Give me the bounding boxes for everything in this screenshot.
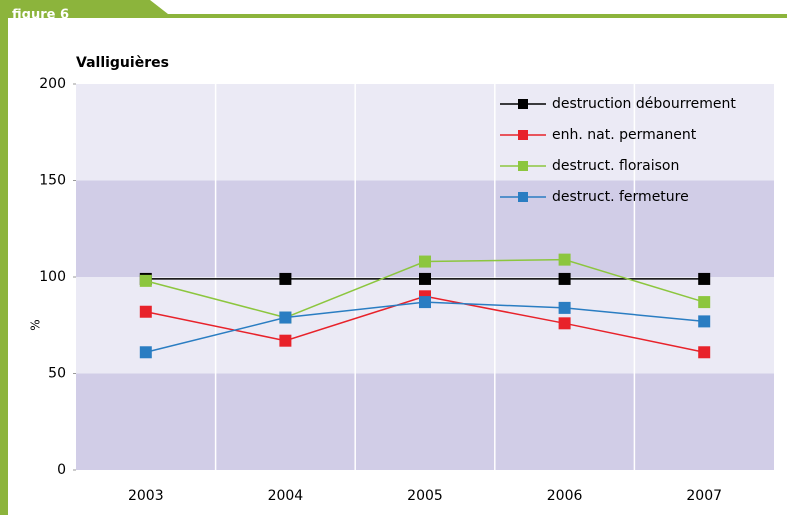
point — [419, 296, 431, 309]
x-tick-label: 2005 — [407, 488, 443, 504]
point — [279, 311, 292, 324]
point — [698, 315, 711, 328]
point — [139, 346, 152, 359]
y-tick-label: 0 — [57, 462, 66, 478]
point — [698, 272, 711, 285]
legend-marker — [518, 161, 528, 171]
y-tick-label: 200 — [39, 76, 66, 92]
y-tick-label: 150 — [39, 173, 66, 189]
legend-label: enh. nat. permanent — [552, 127, 697, 143]
chart-title: Valliguières — [76, 55, 169, 71]
legend-label: destruction débourrement — [552, 96, 736, 112]
x-tick-label: 2003 — [128, 488, 164, 504]
legend-label: destruct. floraison — [552, 158, 679, 174]
legend-marker — [518, 192, 528, 202]
x-tick-label: 2004 — [268, 488, 304, 504]
point — [279, 334, 292, 347]
point — [698, 296, 711, 309]
legend-marker — [518, 130, 528, 140]
y-tick-label: 100 — [39, 269, 66, 285]
band — [76, 373, 774, 470]
legend-label: destruct. fermeture — [552, 189, 689, 205]
y-axis-label: % — [29, 319, 43, 330]
x-tick-label: 2006 — [547, 488, 583, 504]
y-tick-label: 50 — [48, 366, 66, 382]
point — [558, 272, 571, 285]
point — [139, 305, 152, 318]
band — [76, 84, 774, 181]
point — [419, 255, 431, 268]
point — [698, 346, 711, 359]
point — [558, 301, 571, 314]
point — [279, 272, 292, 285]
point — [419, 272, 431, 285]
figure-label: figure 6 — [12, 8, 69, 23]
x-tick-label: 2007 — [686, 488, 722, 504]
point — [558, 317, 571, 330]
point — [558, 253, 571, 266]
point — [139, 274, 152, 287]
legend-marker — [518, 99, 528, 109]
